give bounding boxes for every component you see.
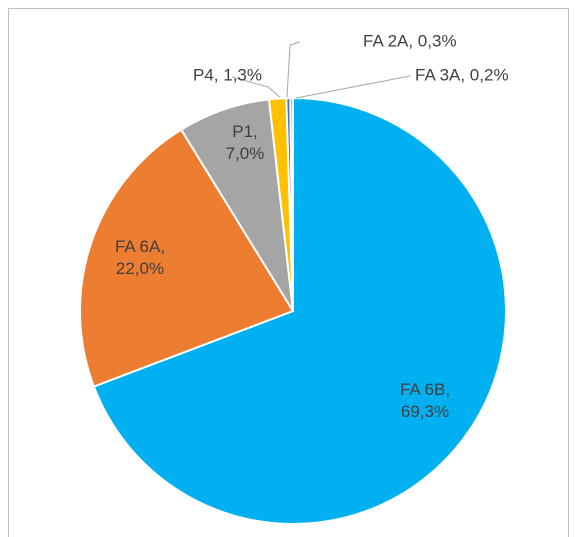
label-line: 7,0% (226, 144, 265, 163)
data-label: FA 6A, 22,0% (115, 237, 165, 278)
leader-line (286, 41, 301, 98)
label-line: 69,3% (401, 402, 449, 421)
leader-line (295, 75, 411, 99)
pie-slice (79, 128, 295, 388)
label-line: FA 6B, (400, 380, 450, 399)
leader-line (231, 76, 281, 98)
data-label: FA 6B, 69,3% (400, 380, 450, 421)
data-label: FA 3A, 0,2% (415, 65, 509, 84)
label-line: 22,0% (116, 259, 164, 278)
label-line: P1, (232, 122, 258, 141)
pie-slice (92, 96, 507, 525)
data-label: P4, 1,3% (193, 65, 262, 84)
data-label: P1, 7,0% (226, 122, 265, 163)
label-line: FA 6A, (115, 237, 165, 256)
pie-slice (289, 96, 294, 312)
data-label: FA 2A, 0,3% (363, 31, 457, 50)
